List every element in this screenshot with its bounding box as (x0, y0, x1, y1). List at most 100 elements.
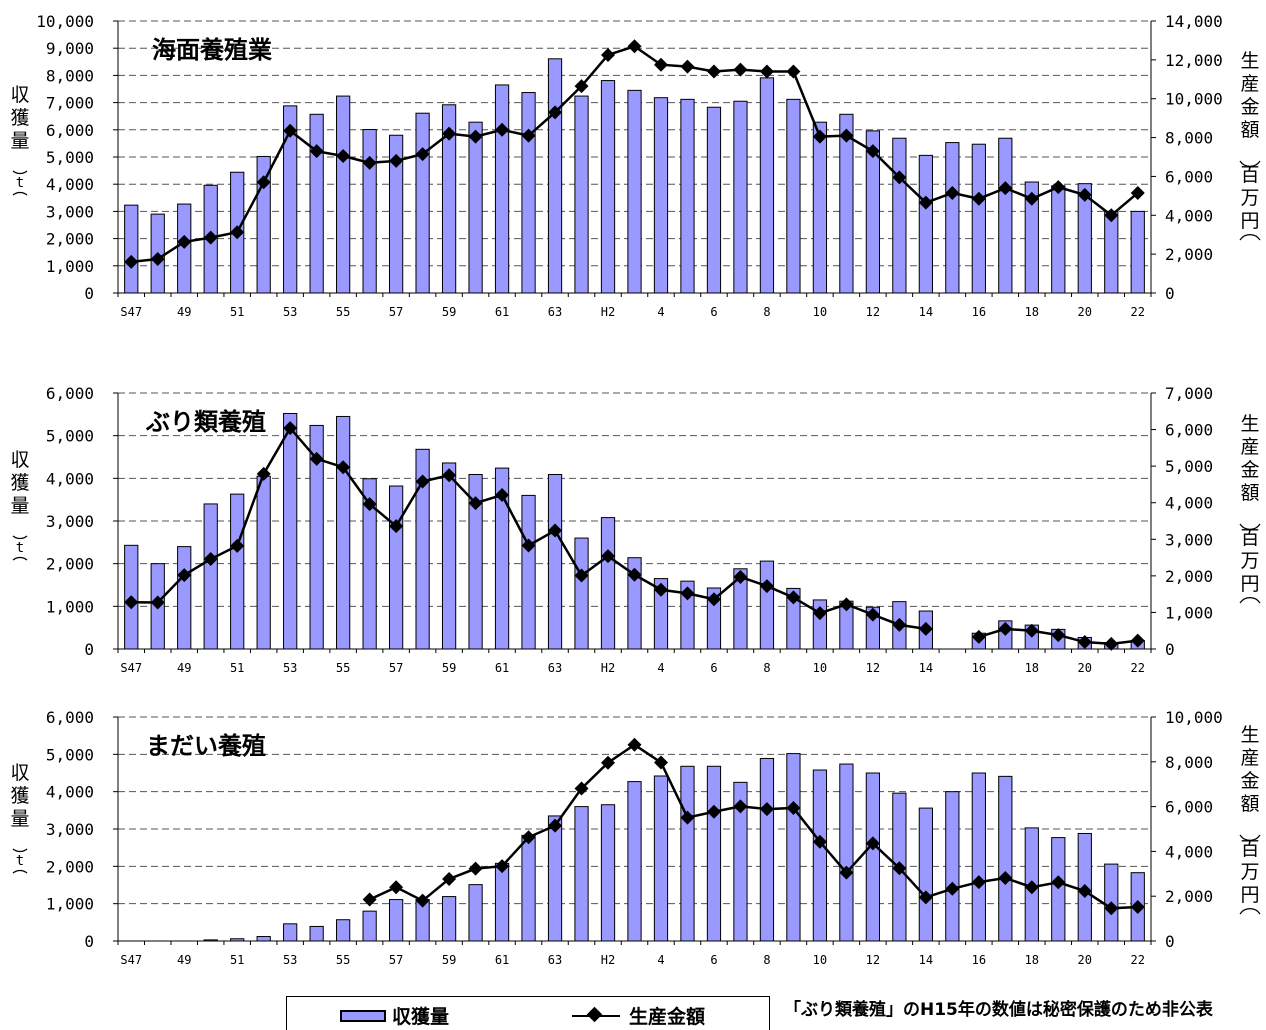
x-tick-label: 53 (283, 305, 297, 319)
y-right-unit-char: 円 (1240, 884, 1259, 906)
bar (733, 100, 748, 294)
x-tick-label: 12 (866, 953, 880, 967)
bar (256, 936, 271, 942)
right-tick-label: 3,000 (1165, 530, 1213, 549)
line-marker (865, 607, 880, 622)
y-left-label-char: 収 (10, 84, 29, 106)
left-tick-label: 4,000 (46, 469, 94, 488)
line-marker (548, 523, 563, 538)
left-tick-label: 5,000 (46, 148, 94, 167)
y-right-label-char: 生 (1240, 413, 1259, 435)
line-marker (468, 129, 483, 144)
line-marker (442, 871, 457, 886)
left-tick-label: 4,000 (46, 783, 94, 802)
y-right-label-char: 金 (1240, 96, 1259, 118)
legend-bar-label: 収獲量 (392, 1006, 450, 1028)
bar (786, 98, 801, 294)
y-left-label-char: 獲 (10, 785, 29, 807)
line-marker (203, 230, 218, 245)
line-marker (786, 64, 801, 79)
x-tick-label: 55 (336, 661, 350, 675)
bar (468, 121, 483, 294)
x-tick-label: 49 (177, 305, 191, 319)
y-left-label-char: 量 (10, 495, 29, 517)
line-marker (839, 865, 854, 880)
line-marker (733, 569, 748, 584)
right-tick-label: 6,000 (1165, 798, 1213, 817)
right-tick-label: 2,000 (1165, 887, 1213, 906)
y-left-unit: t (16, 175, 24, 191)
bar (998, 775, 1013, 942)
x-tick-label: 22 (1131, 953, 1145, 967)
x-tick-label: 49 (177, 953, 191, 967)
bar (494, 862, 510, 942)
bar (441, 104, 457, 294)
line-marker (442, 468, 457, 483)
line-marker (653, 57, 668, 72)
line-marker (468, 496, 483, 511)
line-marker (389, 153, 404, 168)
line-marker (865, 836, 880, 851)
legend: 収獲量 生産金額 (286, 996, 770, 1030)
left-tick-label: 2,000 (46, 230, 94, 249)
footnote: 「ぶり類養殖」のH15年の数値は秘密保護のため非公表 (784, 1000, 1213, 1020)
x-tick-label: 20 (1078, 661, 1092, 675)
y-right-label-char: 額 (1240, 119, 1259, 141)
bar (680, 580, 695, 650)
bar (733, 781, 748, 942)
x-tick-label: 8 (763, 953, 770, 967)
x-tick-label: H2 (601, 305, 615, 319)
x-tick-label: 59 (442, 661, 456, 675)
x-tick-label: 51 (230, 661, 244, 675)
line-marker (574, 79, 589, 94)
x-tick-label: 57 (389, 305, 403, 319)
right-tick-label: 12,000 (1165, 51, 1223, 70)
bar (521, 494, 536, 650)
bar (627, 781, 642, 942)
x-tick-label: 22 (1131, 305, 1145, 319)
right-tick-label: 5,000 (1165, 457, 1213, 476)
line-marker (548, 105, 563, 120)
paren-top (1239, 523, 1261, 530)
line-marker (521, 830, 536, 845)
line-marker (601, 48, 616, 62)
y-right-unit-char: 円 (1240, 210, 1259, 232)
line-marker (362, 892, 377, 907)
charts-canvas: 0 1,000 2,000 3,000 4,000 5,000 6,000 7,000 8,00… (10, 12, 1261, 967)
x-tick-label: 12 (866, 661, 880, 675)
line-marker (812, 129, 827, 144)
x-tick-label: 59 (442, 305, 456, 319)
bar (441, 896, 457, 942)
bar (415, 112, 430, 294)
right-tick-label: 4,000 (1165, 494, 1213, 513)
line-marker (1130, 899, 1145, 914)
line-marker (1104, 636, 1119, 651)
bar (786, 587, 801, 650)
left-tick-label: 3,000 (46, 512, 94, 531)
bar (336, 919, 351, 942)
bar (733, 568, 748, 650)
bar (1130, 210, 1145, 294)
line-marker (336, 149, 351, 164)
line-marker (918, 195, 933, 210)
bar (918, 154, 933, 294)
left-tick-label: 0 (84, 284, 94, 303)
bar (388, 485, 404, 650)
line-marker (309, 144, 324, 159)
right-tick-label: 4,000 (1165, 842, 1213, 861)
line-marker (971, 875, 986, 890)
right-tick-label: 8,000 (1165, 753, 1213, 772)
y-right-unit-char: 百 (1240, 164, 1259, 186)
bar (283, 923, 298, 942)
right-tick-label: 0 (1165, 932, 1175, 951)
bar (839, 763, 854, 942)
line-marker (998, 621, 1013, 636)
line-marker (706, 64, 721, 79)
right-tick-label: 14,000 (1165, 12, 1223, 31)
line-marker (1104, 901, 1119, 916)
line-marker (521, 128, 536, 143)
line-marker (1024, 880, 1039, 895)
x-tick-label: H2 (601, 661, 615, 675)
bar (812, 121, 828, 294)
bar (309, 925, 324, 942)
